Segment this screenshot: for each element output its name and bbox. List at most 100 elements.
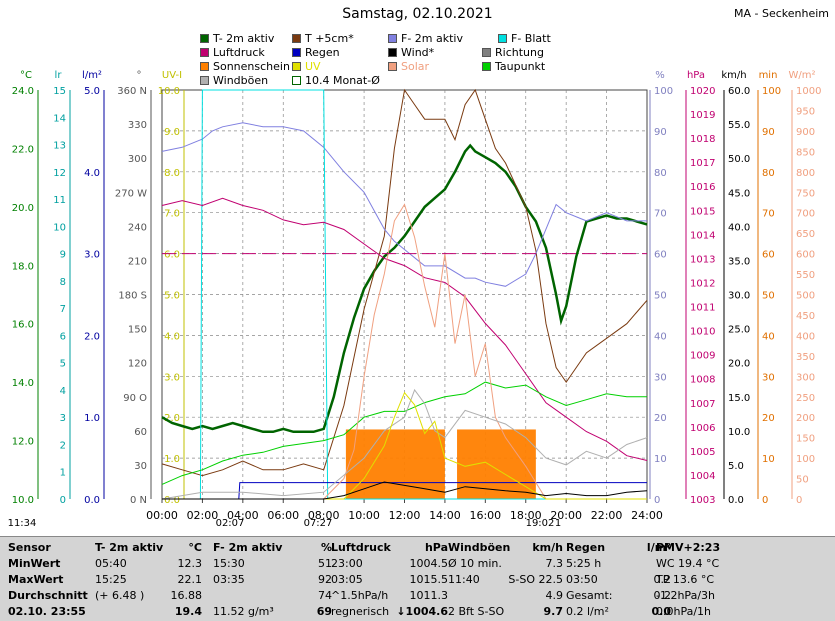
table-cell: 05:40 — [95, 557, 127, 570]
legend-label: Richtung — [495, 46, 544, 59]
axis-unit-label: km/h — [721, 70, 746, 81]
axis-tick-label: 11 — [53, 195, 66, 206]
axis-tick-label: 400 — [796, 331, 815, 342]
table-cell: km/h — [532, 541, 563, 554]
table-cell: MaxWert — [8, 573, 64, 586]
axis-tick-label: 950 — [796, 106, 815, 117]
table-cell: (+ 6.48 ) — [95, 589, 145, 602]
table-cell: 23:00 — [331, 557, 363, 570]
axis-tick-label: 350 — [796, 352, 815, 363]
axis-tick-label: 1000 — [796, 86, 821, 97]
axis-tick-label: 13 — [53, 141, 66, 152]
table-cell: PMV+2:23 — [656, 541, 721, 554]
axis-tick-label: 4.0 — [84, 168, 100, 179]
sunshine-bar — [345, 429, 445, 499]
axis-tick-label: 100 — [654, 86, 673, 97]
x-tick-label: 04:00 — [227, 509, 259, 522]
axis-tick-label: 50 — [654, 291, 667, 302]
sun-time-label: 07:27 — [304, 518, 333, 529]
legend-label: F- 2m aktiv — [401, 32, 463, 45]
axis-tick-label: 120 — [128, 359, 147, 370]
axis-tick-label: 240 — [128, 222, 147, 233]
table-cell: 5:25 h — [566, 557, 602, 570]
axis-tick-label: 70 — [654, 209, 667, 220]
table-cell: 92 — [318, 573, 332, 586]
table-cell: regnerisch — [331, 605, 390, 618]
axis-tick-label: 90 — [654, 127, 667, 138]
table-cell: °C — [188, 541, 202, 554]
axis-tick-label: 60 — [134, 427, 147, 438]
x-tick-label: 16:00 — [469, 509, 501, 522]
legend-item: Solar — [388, 60, 429, 73]
axis-tick-label: 750 — [796, 188, 815, 199]
axis-tick-label: 55.0 — [728, 120, 750, 131]
x-tick-label: 00:00 — [146, 509, 178, 522]
x-tick-label: 20:00 — [550, 509, 582, 522]
axis-tick-label: 1011 — [690, 303, 715, 314]
table-cell: Regen — [566, 541, 606, 554]
table-cell: Durchschnitt — [8, 589, 88, 602]
table-cell: 03:35 — [213, 573, 245, 586]
table-cell: % — [320, 541, 332, 554]
legend-label: Taupunkt — [495, 60, 546, 73]
x-tick-label: 08:00 — [308, 509, 340, 522]
x-tick-label: 02:00 — [187, 509, 219, 522]
x-tick-label: 22:00 — [591, 509, 623, 522]
table-cell: 16.88 — [170, 589, 203, 602]
table-cell: 1004.5 — [409, 557, 449, 570]
axis-tick-label: 300 — [796, 372, 815, 383]
table-cell: -1.2hPa/3h — [656, 589, 715, 602]
table-cell: 0.0hPa/1h — [656, 605, 712, 618]
table-cell: 11:40 — [448, 573, 480, 586]
axis-tick-label: 10.0 — [158, 86, 180, 97]
table-cell: l/m² — [646, 541, 671, 554]
axis-unit-label: l/m² — [82, 70, 102, 81]
table-cell: MinWert — [8, 557, 61, 570]
stats-table: Sensor T- 2m aktiv °C F- 2m aktiv% Luftdruck… — [0, 536, 835, 621]
x-tick-label: 06:00 — [267, 509, 299, 522]
axis-tick-label: 18.0 — [12, 261, 34, 272]
legend-item: F- Blatt — [498, 32, 551, 45]
axis-tick-label: 100 — [796, 454, 815, 465]
legend-label: UV — [305, 60, 321, 73]
legend-swatch — [292, 76, 301, 85]
axis-tick-label: 10 — [654, 454, 667, 465]
axis-tick-label: 10.0 — [728, 427, 750, 438]
axis-tick-label: 15.0 — [728, 393, 750, 404]
axis-tick-label: 1015 — [690, 206, 715, 217]
axis-tick-label: 4.0 — [164, 331, 180, 342]
axis-tick-label: 30.0 — [728, 291, 750, 302]
axis-unit-label: ° — [137, 70, 142, 81]
axis-tick-label: 2.0 — [164, 413, 180, 424]
axis-unit-label: % — [655, 70, 665, 81]
table-cell: 0.0 — [651, 605, 672, 618]
axis-tick-label: 1 — [60, 468, 66, 479]
axis-tick-label: 250 — [796, 393, 815, 404]
legend-item: Luftdruck — [200, 46, 265, 59]
axis-tick-label: 3.0 — [84, 250, 100, 261]
axis-unit-label: min — [759, 70, 778, 81]
table-cell: 9.7 — [543, 605, 564, 618]
table-cell: 51 — [318, 557, 332, 570]
legend-swatch — [200, 76, 209, 85]
table-cell: 11.52 g/m³ — [213, 605, 274, 618]
legend-item: Regen — [292, 46, 340, 59]
x-tick-label: 14:00 — [429, 509, 461, 522]
table-cell: T- 2m aktiv — [95, 541, 164, 554]
series-line — [162, 481, 648, 500]
axis-tick-label: 1016 — [690, 182, 715, 193]
axis-tick-label: 330 — [128, 120, 147, 131]
axis-tick-label: 12 — [53, 168, 66, 179]
table-cell: 22.1 — [177, 573, 203, 586]
axis-tick-label: 25.0 — [728, 325, 750, 336]
axis-tick-label: 1006 — [690, 423, 715, 434]
table-cell: 12.3 — [177, 557, 203, 570]
axis-tick-label: 1007 — [690, 399, 715, 410]
axis-tick-label: 0 — [762, 495, 768, 506]
sun-time-label: 1 — [555, 518, 561, 529]
x-tick-label: 24:00 — [631, 509, 663, 522]
axis-tick-label: 0 — [60, 495, 66, 506]
legend-label: Wind* — [401, 46, 435, 59]
axis-tick-label: 60.0 — [728, 86, 750, 97]
table-cell: TP 13.6 °C — [656, 573, 715, 586]
